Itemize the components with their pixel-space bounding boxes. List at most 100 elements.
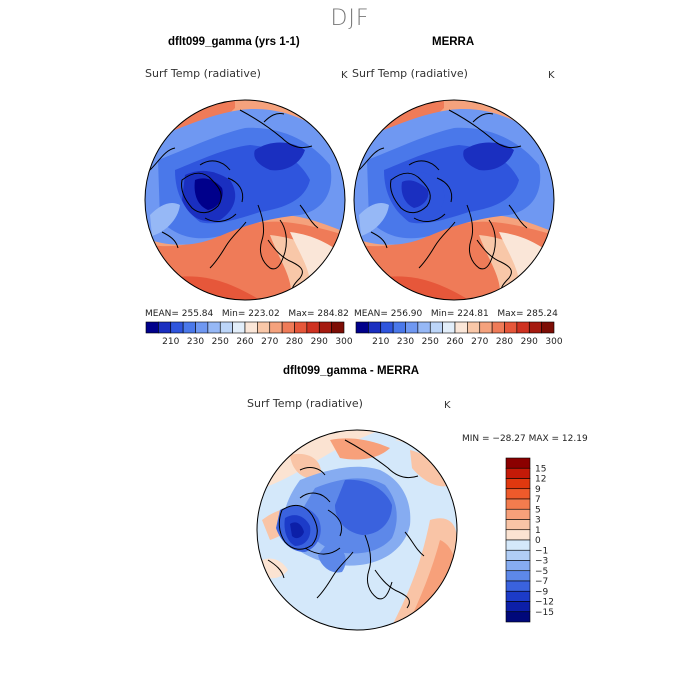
colorbar-swatch xyxy=(505,590,531,602)
colorbar-tick-label: −12 xyxy=(535,598,554,608)
colorbar-tick-label: 210 xyxy=(162,337,179,347)
colorbar-swatch xyxy=(504,321,518,334)
colorbar-tick-label: 15 xyxy=(535,464,546,474)
colorbar-tick-label: 280 xyxy=(286,337,303,347)
colorbar-swatch xyxy=(505,529,531,541)
right-map-border xyxy=(353,99,555,301)
colorbar-tick-label: 270 xyxy=(261,337,278,347)
colorbar-tick-label: 290 xyxy=(311,337,328,347)
colorbar-swatch xyxy=(306,321,320,334)
right-min-value: 224.81 xyxy=(457,309,489,319)
right-panel-variable: Surf Temp (radiative) xyxy=(352,67,468,80)
left-mean-label: MEAN= xyxy=(145,309,179,319)
colorbar-tick-label: 280 xyxy=(496,337,513,347)
colorbar-swatch xyxy=(505,560,531,572)
colorbar-swatch xyxy=(541,321,555,334)
colorbar-swatch xyxy=(158,321,172,334)
left-panel-unit: K xyxy=(341,70,348,81)
colorbar-swatch xyxy=(207,321,221,334)
colorbar-tick-label: −15 xyxy=(535,608,554,618)
colorbar-swatch xyxy=(491,321,505,334)
colorbar-swatch xyxy=(479,321,493,334)
colorbar-swatch xyxy=(505,539,531,551)
colorbar-tick-label: 290 xyxy=(521,337,538,347)
colorbar-tick-label: 230 xyxy=(397,337,414,347)
colorbar-swatch xyxy=(318,321,332,334)
diff-panel-minmax: MIN = −28.27 MAX = 12.19 xyxy=(462,434,588,444)
colorbar-tick-label: −3 xyxy=(535,557,548,567)
colorbar-tick-label: 270 xyxy=(471,337,488,347)
right-max-value: 285.24 xyxy=(526,309,558,319)
colorbar-swatch xyxy=(331,321,345,334)
colorbar-tick-label: 12 xyxy=(535,475,546,485)
right-colorbar: 210 230 250 260 270 280 290 300 xyxy=(355,321,563,347)
colorbar-swatch xyxy=(281,321,295,334)
diff-panel-title: dflt099_gamma - MERRA xyxy=(283,365,420,377)
diff-polar-map xyxy=(257,430,457,630)
colorbar-swatch xyxy=(505,508,531,520)
left-polar-map xyxy=(145,100,345,300)
left-max-label: Max= xyxy=(288,309,315,319)
colorbar-swatch xyxy=(505,457,531,469)
colorbar-swatch xyxy=(505,549,531,561)
left-panel-title: dflt099_gamma (yrs 1-1) xyxy=(168,36,300,48)
colorbar-swatch xyxy=(467,321,481,334)
colorbar-swatch xyxy=(516,321,530,334)
colorbar-swatch xyxy=(170,321,184,334)
colorbar-swatch xyxy=(442,321,456,334)
colorbar-swatch xyxy=(505,580,531,592)
colorbar-swatch xyxy=(505,478,531,490)
right-mean-label: MEAN= xyxy=(354,309,388,319)
colorbar-tick-label: 7 xyxy=(535,495,541,505)
right-min-label: Min= xyxy=(430,309,455,319)
colorbar-tick-label: 260 xyxy=(236,337,253,347)
colorbar-swatch xyxy=(528,321,542,334)
colorbar-tick-label: 300 xyxy=(335,337,352,347)
colorbar-swatch xyxy=(257,321,271,334)
right-max-label: Max= xyxy=(497,309,524,319)
colorbar-swatch xyxy=(232,321,246,334)
colorbar-swatch xyxy=(294,321,308,334)
left-panel-variable: Surf Temp (radiative) xyxy=(145,67,261,80)
colorbar-swatch xyxy=(505,467,531,479)
diff-panel-variable: Surf Temp (radiative) xyxy=(247,397,363,410)
left-panel-stats: MEAN= 255.84 Min= 223.02 Max= 284.82 xyxy=(145,309,349,319)
colorbar-swatch xyxy=(219,321,233,334)
colorbar-tick-label: 0 xyxy=(535,536,541,546)
colorbar-swatch xyxy=(505,570,531,582)
right-panel-stats: MEAN= 256.90 Min= 224.81 Max= 285.24 xyxy=(354,309,558,319)
diff-map-border xyxy=(256,429,458,631)
colorbar-tick-label: 250 xyxy=(422,337,439,347)
colorbar-tick-label: 300 xyxy=(545,337,562,347)
left-colorbar: 210 230 250 260 270 280 290 300 xyxy=(145,321,353,347)
colorbar-swatch xyxy=(505,611,531,623)
colorbar-swatch xyxy=(505,519,531,531)
colorbar-tick-label: −1 xyxy=(535,546,548,556)
left-min-label: Min= xyxy=(221,309,246,319)
colorbar-tick-label: −5 xyxy=(535,567,548,577)
colorbar-tick-label: 3 xyxy=(535,516,541,526)
season-title: DJF xyxy=(330,6,370,31)
left-mean-value: 255.84 xyxy=(181,309,214,319)
colorbar-tick-label: 250 xyxy=(212,337,229,347)
colorbar-swatch xyxy=(244,321,258,334)
colorbar-swatch xyxy=(417,321,431,334)
right-polar-map xyxy=(354,100,554,300)
colorbar-swatch xyxy=(454,321,468,334)
left-max-value: 284.82 xyxy=(317,309,349,319)
colorbar-tick-label: 5 xyxy=(535,505,541,515)
right-panel-title: MERRA xyxy=(432,36,475,48)
left-map-border xyxy=(144,99,346,301)
colorbar-tick-label: 9 xyxy=(535,485,541,495)
right-mean-value: 256.90 xyxy=(390,309,423,319)
colorbar-tick-label: −9 xyxy=(535,587,549,597)
colorbar-swatch xyxy=(145,321,159,334)
colorbar-tick-label: 230 xyxy=(187,337,204,347)
right-panel-unit: K xyxy=(548,70,555,81)
colorbar-swatch xyxy=(355,321,369,334)
colorbar-tick-label: 260 xyxy=(446,337,463,347)
colorbar-swatch xyxy=(429,321,443,334)
colorbar-swatch xyxy=(182,321,196,334)
